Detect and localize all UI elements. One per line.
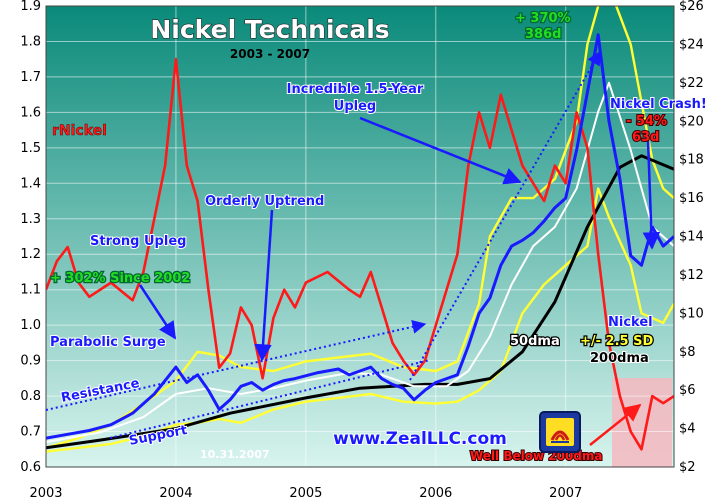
label-incredible-2: Upleg [334, 99, 376, 114]
label-minus-54: - 54% [626, 114, 667, 129]
x-tick-label: 2004 [159, 486, 192, 501]
label-since-2002: + 302% Since 2002 [50, 271, 190, 286]
series-nickel-line [46, 33, 674, 440]
upleg-trendline [409, 50, 601, 381]
y-left-tick-label: 1.6 [20, 105, 41, 120]
axes-layer: 0.6 0.7 0.8 0.9 1.0 1.1 1.2 1.3 1.4 1.5 1.6 1.7 1.8 1… [20, 0, 704, 501]
x-tick-label: 2003 [29, 486, 62, 501]
x-tick-label: 2006 [419, 486, 452, 501]
y-right-tick-label: $24 [679, 37, 704, 52]
y-left-tick-label: 1.1 [20, 283, 41, 298]
label-200dma: 200dma [590, 351, 649, 366]
series-rnickel-line [46, 57, 674, 451]
y-left-tick-label: 0.7 [20, 425, 41, 440]
y-left-tick-label: 1.8 [20, 34, 41, 49]
label-well-below: Well Below 200dma [470, 449, 603, 463]
series-50dma-line [46, 81, 674, 443]
label-orderly-uptrend: Orderly Uptrend [205, 194, 324, 209]
y-right-tick-label: $12 [679, 268, 704, 283]
label-sd-bands: +/- 2.5 SD [580, 334, 653, 349]
label-386d: 386d [525, 27, 561, 42]
y-right-tick-label: $10 [679, 306, 704, 321]
label-url: www.ZealLLC.com [333, 429, 507, 449]
y-right-tick-label: $6 [679, 383, 696, 398]
y-left-tick-label: 1.9 [20, 0, 41, 14]
series-2-5-sd-line [46, 187, 674, 453]
plot-border [45, 5, 675, 468]
label-rnickel: rNickel [52, 123, 107, 139]
y-left-tick-label: 0.8 [20, 389, 41, 404]
label-63d: 63d [632, 130, 659, 145]
crash-arrow [642, 139, 661, 250]
label-incredible-1: Incredible 1.5-Year [287, 82, 424, 97]
below-200dma-arrow [589, 403, 642, 446]
y-right-tick-label: $18 [679, 153, 704, 168]
chart-subtitle: 2003 - 2007 [230, 47, 310, 61]
y-right-tick-label: $14 [679, 230, 704, 245]
y-right-tick-label: $26 [679, 0, 704, 14]
label-plus-370: + 370% [515, 11, 571, 26]
below-200dma-zone [612, 378, 672, 467]
y-right-tick-label: $2 [679, 460, 696, 475]
y-left-tick-label: 1.4 [20, 176, 41, 191]
zeal-logo [539, 411, 581, 453]
y-right-tick-label: $16 [679, 191, 704, 206]
strong-upleg-arrow [138, 284, 177, 340]
y-left-tick-label: 1.7 [20, 70, 41, 85]
series-200dma-line [46, 154, 674, 450]
orderly-arrow [254, 209, 274, 362]
label-parabolic-surge: Parabolic Surge [50, 335, 166, 350]
series-layer [46, 6, 674, 453]
y-left-tick-label: 1.3 [20, 212, 41, 227]
x-tick-label: 2005 [289, 486, 322, 501]
label-nickel: Nickel [608, 315, 653, 330]
series-2-5-sd-line [46, 6, 674, 449]
y-right-tick-label: $22 [679, 76, 704, 91]
x-tick-label: 2007 [549, 486, 582, 501]
y-right-tick-label: $20 [679, 114, 704, 129]
y-left-tick-label: 1.5 [20, 141, 41, 156]
y-right-tick-label: $4 [679, 422, 696, 437]
incredible-arrow [359, 116, 522, 185]
y-left-tick-label: 1.2 [20, 247, 41, 262]
y-left-tick-label: 1.0 [20, 318, 41, 333]
y-left-tick-label: 0.9 [20, 354, 41, 369]
gridlines [46, 6, 674, 467]
label-date: 10.31.2007 [200, 448, 270, 461]
chart-title: Nickel Technicals [150, 15, 389, 44]
label-50dma: 50dma [510, 334, 560, 349]
y-left-tick-label: 0.6 [20, 460, 41, 475]
y-right-tick-label: $8 [679, 345, 696, 360]
label-strong-upleg: Strong Upleg [90, 234, 186, 249]
label-nickel-crash: Nickel Crash! [610, 97, 707, 112]
